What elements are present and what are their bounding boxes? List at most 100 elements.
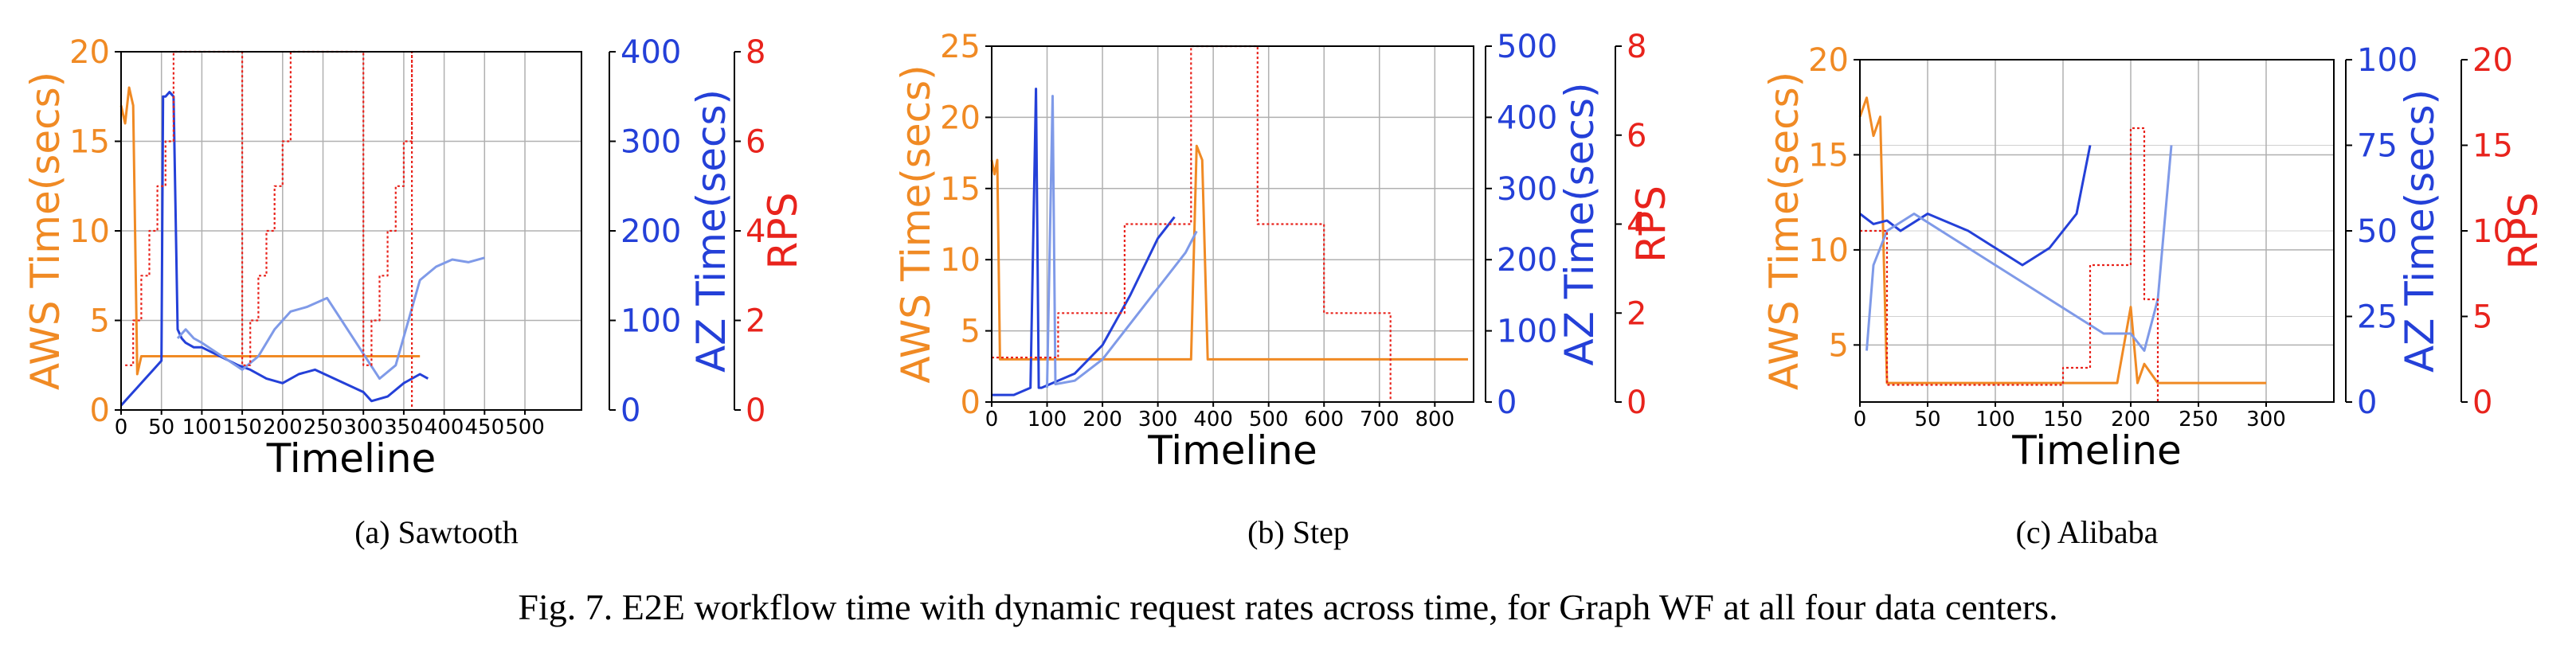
y-axis-label-az: AZ Time(secs) [2397, 89, 2443, 373]
y-tick-label-rps: 5 [2472, 299, 2492, 336]
y-tick-label-aws: 10 [940, 242, 981, 279]
y-axis-label-rps: RPS [1628, 185, 1674, 263]
subfigure-caption: (c) Alibaba [2016, 514, 2159, 550]
y-tick-label-az: 75 [2357, 128, 2398, 165]
y-tick-label-az: 200 [1497, 242, 1557, 279]
subfigure-caption: (b) Step [1247, 514, 1349, 550]
y-axis-label-az: AZ Time(secs) [688, 89, 734, 373]
y-tick-label-az: 100 [1497, 314, 1557, 350]
x-tick-label: 350 [384, 416, 424, 439]
gridlines [1859, 59, 2334, 403]
y-tick-label-rps: 15 [2472, 128, 2513, 165]
series-line-az [992, 88, 1176, 396]
y-tick-label-az: 100 [621, 303, 681, 340]
y-axis-label-aws: AWS Time(secs) [893, 64, 939, 383]
x-tick-label: 400 [1193, 408, 1233, 431]
y-tick-label-rps: 0 [746, 392, 765, 429]
y-tick-label-az: 400 [621, 34, 681, 71]
y-tick-label-az: 25 [2357, 299, 2398, 336]
series-line-rps [992, 45, 1392, 402]
y-tick-label-aws: 5 [1829, 327, 1849, 364]
x-tick-label: 500 [1249, 408, 1289, 431]
series-line-az_light [176, 256, 485, 381]
y-tick-label-rps: 10 [2472, 213, 2513, 250]
series-line-aws [990, 144, 1468, 361]
x-tick-label: 200 [263, 416, 303, 439]
y-axis-label-az: AZ Time(secs) [1556, 82, 1603, 365]
y-tick-label-aws: 10 [1808, 232, 1849, 269]
x-tick-label: 50 [148, 416, 174, 439]
y-tick-label-rps: 4 [746, 213, 765, 250]
y-tick-label-az: 500 [1497, 29, 1557, 65]
x-tick-label: 500 [505, 416, 545, 439]
y-tick-label-aws: 0 [961, 385, 981, 421]
x-tick-label: 200 [1082, 408, 1122, 431]
x-tick-label: 0 [1854, 408, 1867, 431]
plot-frame [991, 45, 1474, 403]
y-tick-label-rps: 4 [1627, 207, 1646, 244]
series-line-az_light [1046, 95, 1198, 388]
y-tick-label-rps: 2 [746, 303, 765, 340]
y-tick-label-aws: 15 [1808, 137, 1849, 174]
y-tick-label-az: 100 [2357, 42, 2417, 79]
x-tick-label: 0 [115, 416, 128, 439]
y-tick-label-rps: 8 [1627, 29, 1646, 65]
y-tick-label-rps: 6 [1627, 118, 1646, 154]
x-tick-label: 300 [343, 416, 383, 439]
y-tick-label-rps: 6 [746, 124, 765, 161]
x-axis-label: Timeline [266, 435, 437, 482]
y-axis-label-rps: RPS [2500, 193, 2547, 270]
y-tick-label-aws: 20 [1808, 42, 1849, 79]
y-tick-label-rps: 8 [746, 34, 765, 71]
y-tick-label-aws: 20 [940, 100, 981, 136]
x-tick-label: 450 [464, 416, 504, 439]
y-tick-label-rps: 0 [2472, 385, 2492, 421]
x-tick-label: 300 [2246, 408, 2286, 431]
plot-frame [1859, 59, 2335, 403]
y-tick-label-az: 300 [621, 124, 681, 161]
x-tick-label: 400 [425, 416, 464, 439]
series-line-az_light [1865, 145, 2173, 352]
y-tick-label-az: 400 [1497, 100, 1557, 136]
x-tick-label: 50 [1914, 408, 1940, 431]
y-tick-label-aws: 5 [90, 303, 110, 340]
series-line-az [1859, 145, 2092, 267]
series-line-rps [1860, 127, 2159, 402]
y-tick-label-az: 200 [621, 213, 681, 250]
y-tick-label-aws: 15 [69, 124, 110, 161]
y-tick-label-aws: 0 [90, 392, 110, 429]
y-tick-label-aws: 5 [961, 314, 981, 350]
x-axis-label: Timeline [1147, 427, 1317, 474]
x-tick-label: 100 [1975, 408, 2015, 431]
y-tick-label-aws: 15 [940, 171, 981, 208]
figure-caption: Fig. 7. E2E workflow time with dynamic r… [518, 587, 2057, 627]
y-axis-label-aws: AWS Time(secs) [1761, 72, 1807, 390]
y-tick-label-rps: 20 [2472, 42, 2513, 79]
y-tick-label-az: 0 [1497, 385, 1517, 421]
y-tick-label-az: 0 [621, 392, 640, 429]
y-tick-label-az: 300 [1497, 171, 1557, 208]
y-axis-label-rps: RPS [760, 193, 806, 270]
x-tick-label: 100 [1028, 408, 1067, 431]
series-line-az [119, 91, 429, 407]
y-tick-label-az: 0 [2357, 385, 2377, 421]
x-tick-label: 800 [1415, 408, 1455, 431]
x-axis-label: Timeline [2011, 427, 2182, 474]
x-tick-label: 300 [1138, 408, 1178, 431]
y-tick-label-az: 50 [2357, 213, 2398, 250]
y-tick-label-aws: 20 [69, 34, 110, 71]
y-tick-label-aws: 25 [940, 29, 981, 65]
x-tick-label: 250 [303, 416, 343, 439]
y-tick-label-aws: 10 [69, 213, 110, 250]
x-tick-label: 250 [2179, 408, 2218, 431]
subfigure-caption: (a) Sawtooth [354, 514, 519, 550]
gridlines [991, 45, 1474, 403]
x-tick-label: 0 [985, 408, 999, 431]
x-tick-label: 150 [2043, 408, 2083, 431]
y-axis-label-aws: AWS Time(secs) [22, 72, 69, 390]
